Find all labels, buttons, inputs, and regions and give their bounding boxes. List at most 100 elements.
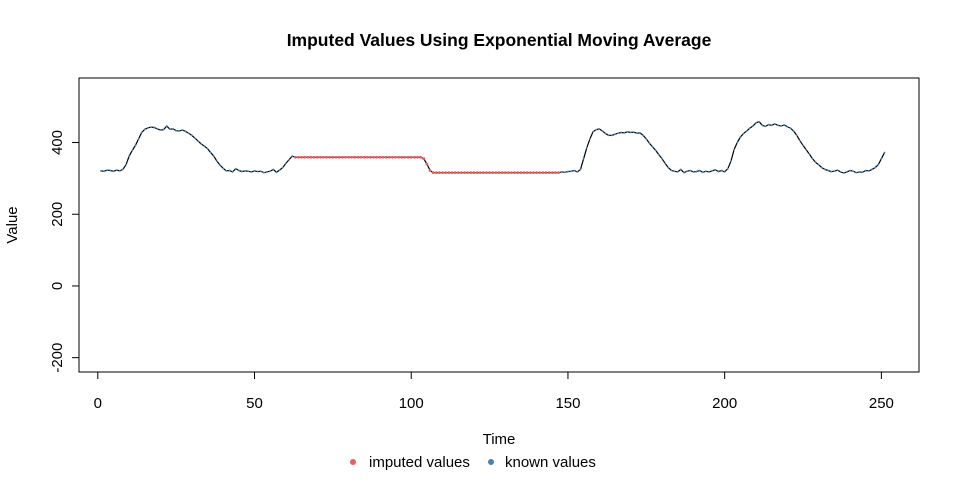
known-value-point xyxy=(582,157,585,160)
known-value-point xyxy=(692,171,695,173)
known-value-point xyxy=(291,155,294,158)
known-value-point xyxy=(864,169,867,172)
known-value-point xyxy=(623,131,626,134)
known-value-point xyxy=(846,171,848,173)
legend-marker xyxy=(350,459,356,465)
x-tick-label: 50 xyxy=(246,395,263,412)
known-value-point xyxy=(263,171,265,174)
series-layer xyxy=(100,120,886,175)
imputed-value-point xyxy=(469,171,473,175)
known-value-point xyxy=(849,169,851,172)
imputed-value-point xyxy=(387,155,391,159)
known-value-point xyxy=(168,128,171,131)
known-value-point xyxy=(670,169,673,172)
known-value-point xyxy=(827,169,830,172)
known-value-point xyxy=(131,149,134,152)
known-value-point xyxy=(808,153,811,155)
known-value-point xyxy=(225,169,228,172)
x-tick-label: 100 xyxy=(399,395,424,412)
known-value-point xyxy=(128,155,131,158)
chart-title: Imputed Values Using Exponential Moving … xyxy=(287,30,712,50)
known-value-point xyxy=(197,140,200,143)
known-value-point xyxy=(839,171,842,173)
known-value-point xyxy=(241,170,243,173)
imputed-value-point xyxy=(507,171,510,175)
imputed-value-point xyxy=(544,171,548,175)
imputed-value-point xyxy=(378,155,382,159)
known-value-point xyxy=(570,170,572,173)
y-axis-label: Value xyxy=(4,206,21,243)
known-value-point xyxy=(175,129,178,132)
imputed-value-point xyxy=(353,155,357,159)
imputed-value-point xyxy=(306,155,310,159)
known-value-point xyxy=(617,132,620,135)
imputed-value-point xyxy=(340,155,344,159)
known-value-point xyxy=(764,125,767,128)
known-value-point xyxy=(714,168,717,171)
known-value-point xyxy=(203,145,206,148)
imputed-value-point xyxy=(406,155,410,159)
known-value-point xyxy=(219,164,221,167)
known-value-point xyxy=(780,125,782,127)
imputed-value-point xyxy=(547,171,551,175)
known-value-point xyxy=(567,170,569,173)
known-value-point xyxy=(118,169,121,172)
known-value-point xyxy=(576,171,579,173)
imputed-value-point xyxy=(356,155,360,159)
known-value-point xyxy=(178,130,181,132)
known-value-point xyxy=(601,130,604,132)
known-value-point xyxy=(147,126,149,129)
known-value-point xyxy=(679,168,682,171)
x-axis: 0 50 100 150 200 250 xyxy=(94,371,894,412)
imputed-value-point xyxy=(463,171,466,175)
known-value-point xyxy=(231,171,234,173)
known-value-point xyxy=(789,127,792,130)
imputed-value-point xyxy=(459,171,463,175)
imputed-value-point xyxy=(362,155,366,159)
known-value-point xyxy=(143,128,146,131)
known-value-point xyxy=(830,170,833,173)
legend: imputed values known values xyxy=(350,454,596,471)
imputed-value-point xyxy=(293,155,297,159)
imputed-value-point xyxy=(550,171,554,175)
known-value-point xyxy=(883,151,886,154)
known-value-point xyxy=(739,136,742,139)
known-value-point xyxy=(181,129,184,131)
known-value-point xyxy=(654,149,657,152)
imputed-value-point xyxy=(315,155,319,159)
known-value-point xyxy=(792,130,795,132)
imputed-value-point xyxy=(416,155,419,159)
imputed-value-point xyxy=(394,155,397,159)
known-value-point xyxy=(842,172,845,174)
known-value-point xyxy=(106,169,109,172)
imputed-value-point xyxy=(403,155,407,159)
imputed-value-point xyxy=(300,155,303,159)
imputed-value-point xyxy=(331,155,335,159)
known-value-point xyxy=(814,161,817,164)
imputed-value-point xyxy=(447,171,451,175)
known-value-point xyxy=(284,162,287,165)
known-value-point xyxy=(723,171,726,173)
known-value-point xyxy=(811,157,814,160)
imputed-value-point xyxy=(422,157,426,161)
known-value-point xyxy=(190,134,193,137)
known-value-point xyxy=(206,147,209,150)
imputed-value-point xyxy=(541,171,545,175)
known-value-point xyxy=(281,166,284,169)
imputed-value-point xyxy=(438,171,441,175)
known-value-point xyxy=(579,168,582,171)
plot-box xyxy=(78,77,920,373)
known-value-point xyxy=(736,141,739,144)
imputed-value-point xyxy=(328,155,332,159)
imputed-value-point xyxy=(322,155,325,159)
imputed-value-point xyxy=(503,171,507,175)
imputed-value-point xyxy=(434,171,438,175)
known-value-point xyxy=(607,134,610,137)
y-tick-label: 0 xyxy=(49,282,66,290)
imputed-value-point xyxy=(384,155,388,159)
imputed-value-point xyxy=(359,155,363,159)
known-value-point xyxy=(661,157,663,160)
known-value-point xyxy=(194,137,196,140)
known-value-point xyxy=(632,131,635,134)
imputed-value-point xyxy=(375,155,379,159)
